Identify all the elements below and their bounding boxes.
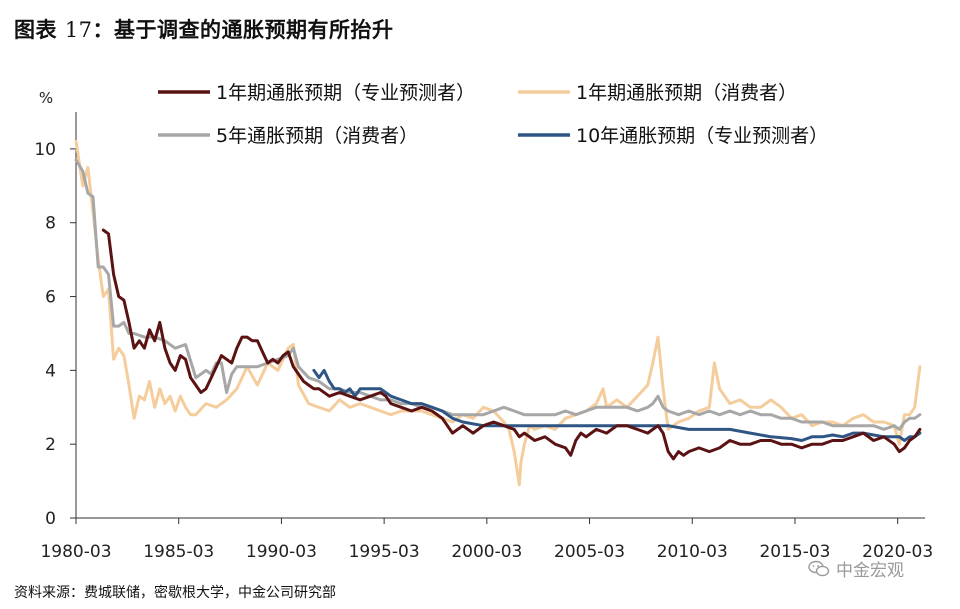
legend-label-1: 1年期通胀预期（专业预测者） xyxy=(216,82,475,104)
wechat-icon xyxy=(808,560,830,576)
y-tick-label: 0 xyxy=(45,509,56,529)
legend-label-2: 1年期通胀预期（消费者） xyxy=(576,82,797,104)
y-tick-label: 4 xyxy=(45,361,56,381)
title-number: 17 xyxy=(64,18,93,42)
series-line-4 xyxy=(312,368,922,442)
x-tick-label: 1980-03 xyxy=(40,542,111,562)
title-prefix: 图表 xyxy=(14,18,57,42)
x-tick-label: 2020-03 xyxy=(862,542,933,562)
series-line-1 xyxy=(101,228,922,461)
y-tick-label: 8 xyxy=(45,214,56,234)
x-tick-label: 2010-03 xyxy=(657,542,728,562)
x-tick-label: 1990-03 xyxy=(246,542,317,562)
title-text: ：基于调查的通胀预期有所抬升 xyxy=(92,18,394,42)
x-tick-label: 2015-03 xyxy=(759,542,830,562)
legend-label-4: 10年通胀预期（专业预测者） xyxy=(576,125,828,147)
x-tick-label: 1995-03 xyxy=(349,542,420,562)
chart-title: 图表 17：基于调查的通胀预期有所抬升 xyxy=(14,14,394,44)
x-tick-label: 2005-03 xyxy=(554,542,625,562)
y-tick-label: 6 xyxy=(45,288,56,308)
x-tick-label: 2000-03 xyxy=(451,542,522,562)
y-tick-label: 10 xyxy=(34,140,56,160)
y-tick-label: 2 xyxy=(45,435,56,455)
watermark: 中金宏观 xyxy=(808,556,904,581)
source-note: 资料来源：费城联储，密歇根大学，中金公司研究部 xyxy=(14,585,336,601)
x-tick-label: 1985-03 xyxy=(143,542,214,562)
y-axis-label: % xyxy=(39,89,53,107)
legend-label-3: 5年通胀预期（消费者） xyxy=(216,125,418,147)
watermark-text: 中金宏观 xyxy=(836,561,904,581)
series-line-3 xyxy=(74,158,922,431)
series-line-2 xyxy=(74,140,922,487)
